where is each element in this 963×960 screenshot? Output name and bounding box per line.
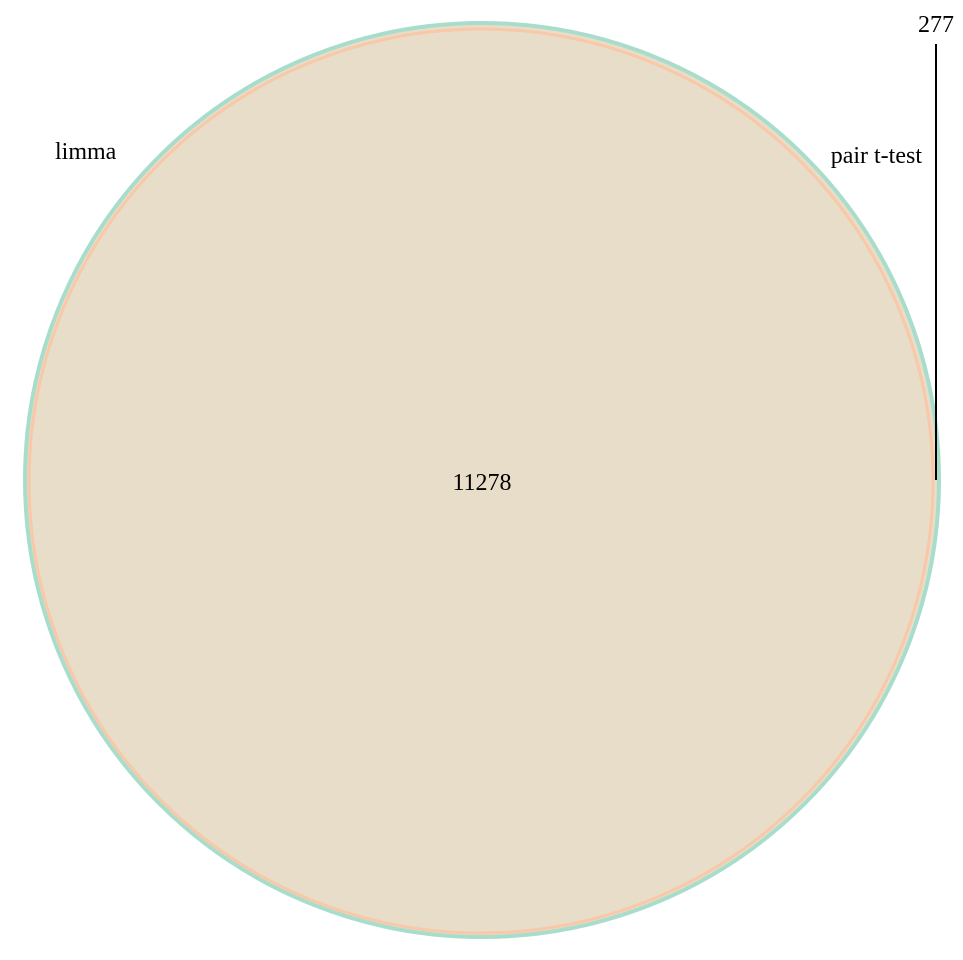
limma-set-label: limma [55,139,117,165]
pair-t-test-set-circle [27,27,935,935]
limma-only-count-label: 277 [918,12,954,38]
pair-t-test-set-label: pair t-test [831,143,923,169]
intersection-count-label: 11278 [452,470,511,496]
